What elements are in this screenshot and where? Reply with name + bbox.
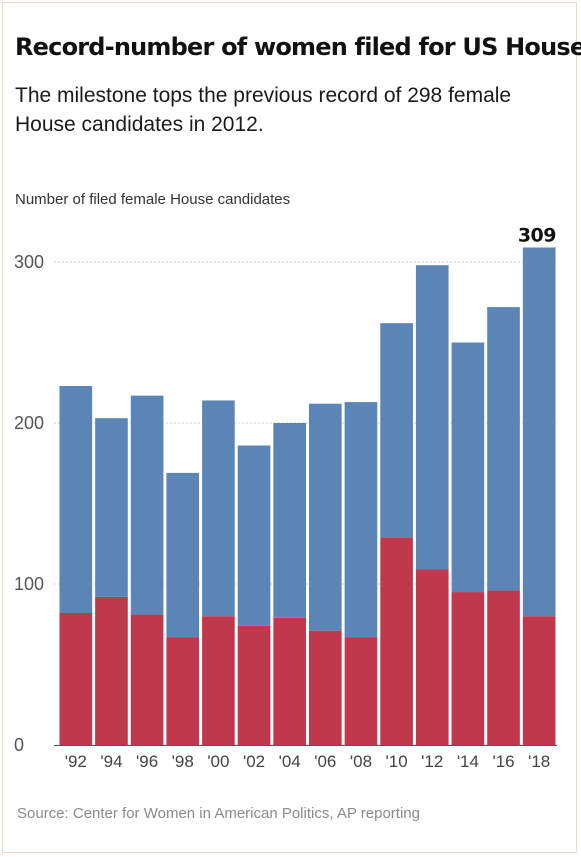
bar-segment-lower: [95, 596, 128, 745]
x-tick-label: '94: [100, 752, 122, 771]
bar-segment-lower: [59, 612, 93, 745]
bar-segment-lower: [522, 616, 556, 745]
bar-segment-upper: [415, 265, 449, 570]
bar-segment-upper: [487, 307, 520, 591]
y-axis-label: Number of filed female House candidates: [15, 191, 291, 208]
x-tick-label: '06: [314, 752, 336, 771]
bar-segment-lower: [202, 616, 235, 745]
bar-segment-upper: [59, 385, 93, 613]
x-tick-label: '96: [136, 752, 158, 771]
bar-segment-upper: [309, 403, 342, 631]
bar-segment-lower: [487, 590, 520, 745]
bar-segment-lower: [309, 630, 342, 745]
source-note: Source: Center for Women in American Pol…: [17, 805, 420, 822]
bar-segment-lower: [451, 592, 485, 745]
x-tick-label: '00: [207, 752, 229, 771]
chart-title: Record-number of women filed for US Hous…: [15, 33, 581, 61]
bar-segment-upper: [380, 323, 413, 538]
y-tick-label: 200: [14, 413, 44, 433]
y-tick-label: 0: [14, 735, 24, 755]
bar-segment-upper: [237, 445, 271, 626]
bar-segment-lower: [380, 537, 413, 745]
bar-segment-upper: [95, 418, 128, 597]
x-tick-label: '10: [386, 752, 408, 771]
bar-segment-upper: [166, 472, 200, 638]
x-tick-label: '04: [279, 752, 301, 771]
bar-segment-upper: [202, 400, 235, 617]
chart-subtitle: The milestone tops the previous record o…: [15, 84, 512, 136]
y-tick-label: 100: [14, 574, 44, 594]
bar-segment-upper: [451, 342, 485, 593]
bar-segment-lower: [166, 637, 200, 745]
x-tick-label: '08: [350, 752, 372, 771]
bar-segment-upper: [130, 395, 164, 615]
data-label: 309: [518, 225, 556, 247]
bar-segment-lower: [344, 637, 378, 745]
bar-segment-upper: [273, 423, 306, 618]
bar-segment-lower: [237, 625, 271, 745]
bar-segment-lower: [273, 617, 306, 745]
x-tick-label: '02: [243, 752, 265, 771]
x-tick-label: '18: [528, 752, 550, 771]
bar-segment-lower: [415, 569, 449, 745]
x-tick-label: '14: [457, 752, 479, 771]
x-tick-label: '12: [421, 752, 443, 771]
bar-segment-upper: [344, 402, 378, 638]
x-tick-label: '92: [65, 752, 87, 771]
y-tick-label: 300: [14, 252, 44, 272]
x-tick-label: '16: [492, 752, 514, 771]
x-tick-label: '98: [172, 752, 194, 771]
bar-segment-lower: [130, 614, 164, 745]
bar-segment-upper: [522, 247, 556, 617]
